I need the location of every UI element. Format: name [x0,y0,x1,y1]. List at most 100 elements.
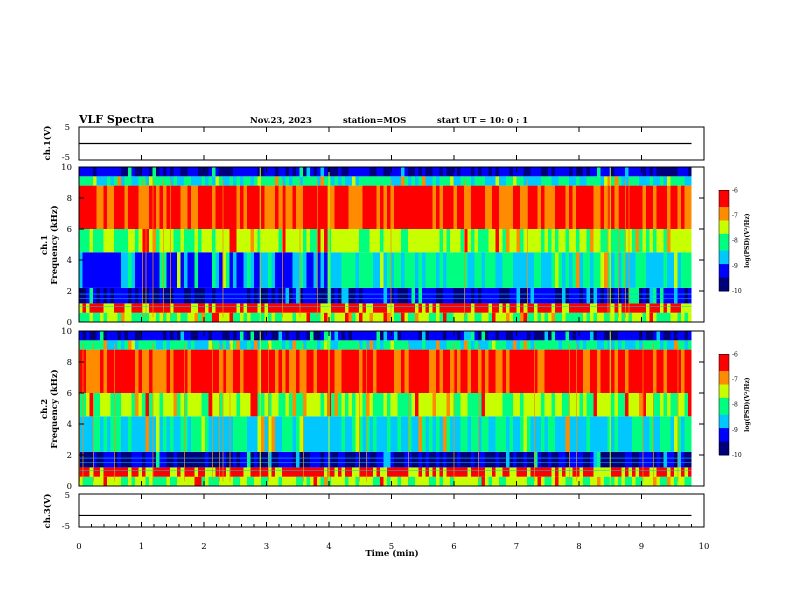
spectrogram-cell [117,229,122,253]
spectrogram-cell [103,349,108,393]
spectrogram-cell [205,416,209,452]
spectrogram-cell [485,287,489,304]
spectrogram-cell [296,252,300,288]
spectrogram-cell [306,287,311,304]
spectrogram-cell [611,303,615,313]
spectrogram-cell [380,312,384,322]
spectrogram-cell [149,303,153,313]
spectrogram-cell [282,416,286,452]
spectrogram-cell [380,185,384,229]
spectrogram-cell [229,185,234,229]
spectrogram-cell [352,340,356,350]
spectrogram-cell [208,349,213,393]
spectrogram-cell [446,287,451,304]
spectrogram-cell [674,393,678,417]
spectrogram-cell [208,252,213,288]
spectrogram-cell [240,349,244,393]
spectrogram-cell [502,451,507,468]
spectrogram-cell [82,252,87,288]
spectrogram-cell [576,229,580,253]
spectrogram-cell [268,331,272,341]
spectrogram-cell [537,331,542,341]
spectrogram-cell [194,176,199,186]
spectrogram-cell [124,340,129,350]
spectrogram-cell [275,331,279,341]
spectrogram-cell [604,349,608,393]
spectrogram-cell [261,331,265,341]
spectrogram-cell [471,252,475,288]
spectrogram-cell [492,416,496,452]
spectrogram-cell [89,312,94,322]
spectrogram-cell [191,416,195,452]
spectrogram-cell [544,229,549,253]
spectrogram-cell [338,416,342,452]
spectrogram-cell [352,185,356,229]
spectrogram-cell [600,185,605,229]
spectrogram-cell [450,340,454,350]
spectrogram-cell [121,167,125,177]
spectrogram-cell [660,451,664,468]
spectrogram-cell [355,176,360,186]
spectrogram-spike [607,179,609,318]
spectrogram-cell [443,340,447,350]
colorbar-swatch [719,364,729,369]
spectrogram-cell [565,252,570,288]
spectrogram-cell [590,451,594,468]
spectrogram-cell [369,467,374,477]
spectrogram-cell [320,393,325,417]
spectrogram-cell [128,167,132,177]
spectrogram-cell [541,467,545,477]
spectrogram-cell [390,185,395,229]
spectrogram-cell [278,467,283,477]
spectrogram-cell [369,287,374,304]
spectrogram-cell [110,229,115,253]
spectrogram-cell [415,185,419,229]
spectrogram-cell [236,451,241,468]
spectrogram-cell [289,476,293,486]
spectrogram-cell [418,476,423,486]
spectrogram-cell [138,349,143,393]
spectrogram-cell [544,467,549,477]
spectrogram-cell [607,303,612,313]
spectrogram-cell [313,331,318,341]
spectrogram-cell [684,303,689,313]
spectrogram-cell [681,312,685,322]
spectrogram-cell [523,349,528,393]
spectrogram-cell [534,331,538,341]
spectrogram-cell [663,393,668,417]
spectrogram-cell [401,340,405,350]
spectrogram-cell [303,416,307,452]
spectrogram-spike [625,179,626,318]
spectrogram-cell [93,340,97,350]
time-tick-label: 6 [451,542,456,552]
spectrogram-cell [334,252,339,288]
spectrogram-cell [460,287,465,304]
ch1-spectrogram-ylabel-freq: Frequency (kHz) [49,205,60,284]
spectrogram-cell [583,331,587,341]
spectrogram-cell [191,451,195,468]
spectrogram-cell [523,185,528,229]
spectrogram-cell [135,303,139,313]
spectrogram-cell [670,476,675,486]
spectrogram-cell [429,393,433,417]
spectrogram-cell [558,176,563,186]
spectrogram-cell [621,176,626,186]
spectrogram-cell [492,167,496,177]
spectrogram-cell [488,451,493,468]
spectrogram-cell [180,349,185,393]
spectrogram-cell [604,393,608,417]
spectrogram-cell [474,416,479,452]
spectrogram-cell [639,229,643,253]
spectrogram-cell [128,393,132,417]
spectrogram-cell [471,303,475,313]
spectrogram-cell [422,176,426,186]
spectrogram-cell [530,451,535,468]
spectrogram-cell [677,467,682,477]
spectrogram-cell [317,340,321,350]
spectrogram-cell [240,287,244,304]
spectrogram-cell [142,303,146,313]
spectrogram-cell [243,349,248,393]
ch1-spectrogram-ylabel-channel: ch.1 [40,235,50,255]
spectrogram-cell [565,287,570,304]
spectrogram-cell [226,312,230,322]
